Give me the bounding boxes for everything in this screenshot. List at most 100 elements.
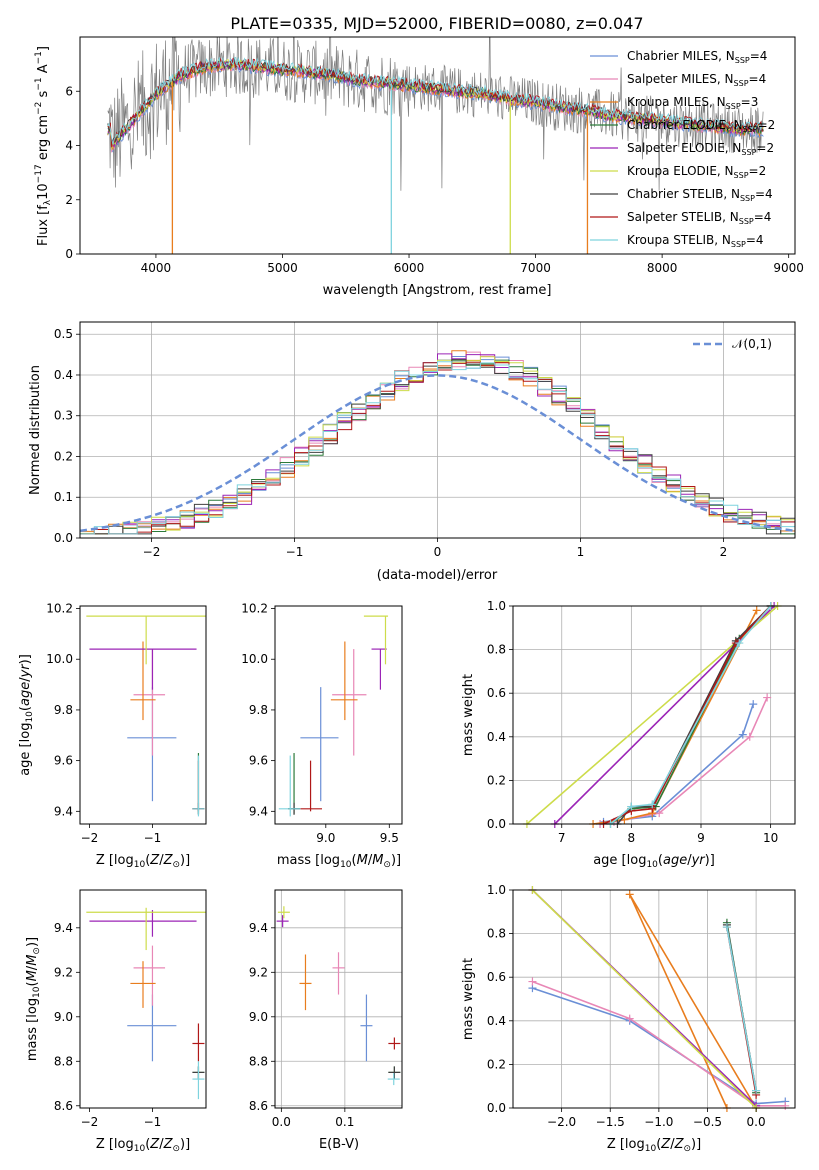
y-tick-label: 0 xyxy=(65,247,73,261)
mass-weight-vs-Z-panel: −2.0 −1.5 −1.0 −0.5 0.0 0.0 0.2 0.4 0.6 0.8 1.0 Z … xyxy=(461,883,796,1154)
mass-weight-marker xyxy=(745,732,754,741)
legend-label: Kroupa MILES, NSSP=3 xyxy=(627,95,758,111)
mass-weight-marker xyxy=(763,693,772,702)
y-tick-label: 1.0 xyxy=(487,883,506,897)
x-tick-label: −1 xyxy=(144,831,162,845)
x-tick-label: 0.0 xyxy=(272,1115,291,1129)
y-tick-label: 8.8 xyxy=(249,1054,268,1068)
x-tick-label: 6000 xyxy=(394,261,425,275)
mass-weight-vs-age-panel: 7 8 9 10 0.0 0.2 0.4 0.6 0.8 1.0 age [log10(age/y… xyxy=(461,599,796,870)
age-vs-mass-panel: 9.0 9.5 9.4 9.6 9.8 10.0 10.2 mass [log10(M/M⊙… xyxy=(241,602,403,870)
x-tick-label: 0.0 xyxy=(747,1115,766,1129)
mass-weight-vs-Z-ylabel: mass weight xyxy=(461,958,476,1040)
legend-label: Kroupa STELIB, NSSP=4 xyxy=(627,233,764,249)
legend-label: Chabrier MILES, NSSP=4 xyxy=(627,49,767,65)
y-tick-label: 10.0 xyxy=(241,652,268,666)
y-tick-label: 10.2 xyxy=(241,602,268,616)
mass-weight-marker xyxy=(625,890,634,899)
mass-weight-vs-age-xlabel: age [log10(age/yr)] xyxy=(593,853,715,870)
model-spectrum-8 xyxy=(107,56,764,145)
figure-title: PLATE=0335, MJD=52000, FIBERID=0080, z=0… xyxy=(230,14,643,33)
model-spectrum-0 xyxy=(107,63,764,153)
y-tick-label: 9.8 xyxy=(249,703,268,717)
y-tick-label: 0.2 xyxy=(487,1057,506,1071)
age-vs-Z-ylabel: age [log10(age/yr)] xyxy=(18,654,35,776)
y-tick-label: 9.2 xyxy=(249,965,268,979)
x-tick-label: 0 xyxy=(434,545,442,559)
x-tick-label: 8000 xyxy=(647,261,678,275)
age-vs-mass-frame xyxy=(274,605,403,825)
y-tick-label: 0.6 xyxy=(487,686,506,700)
x-tick-label: 0.1 xyxy=(335,1115,354,1129)
mass-weight-marker xyxy=(648,800,657,809)
legend-label: Salpeter MILES, NSSP=4 xyxy=(627,72,766,88)
y-tick-label: 9.4 xyxy=(54,804,73,818)
x-tick-label: 1 xyxy=(577,545,585,559)
y-tick-label: 0.4 xyxy=(487,1014,506,1028)
x-tick-label: −1 xyxy=(144,1115,162,1129)
residual-histogram-8 xyxy=(80,361,795,535)
spectrum-ylabel: Flux [fλ10−17 erg cm−2 s−1 A−1] xyxy=(34,46,53,246)
mass-weight-marker xyxy=(528,977,537,986)
mass-vs-EBV-xlabel: E(B-V) xyxy=(319,1137,359,1152)
x-tick-label: −2 xyxy=(143,545,161,559)
mass-weight-line-8 xyxy=(726,926,757,1091)
x-tick-label: −1.5 xyxy=(596,1115,625,1129)
x-tick-label: −0.5 xyxy=(693,1115,722,1129)
y-tick-label: 9.6 xyxy=(249,754,268,768)
x-tick-label: 7000 xyxy=(520,261,551,275)
x-tick-label: 9000 xyxy=(773,261,804,275)
y-tick-label: 9.6 xyxy=(54,754,73,768)
x-tick-label: 9.5 xyxy=(380,831,399,845)
y-tick-label: 0.4 xyxy=(487,730,506,744)
x-tick-label: 7 xyxy=(558,831,566,845)
mass-weight-line-5 xyxy=(531,889,757,1109)
y-tick-label: 2 xyxy=(65,193,73,207)
mass-weight-vs-Z-frame xyxy=(512,889,796,1109)
y-tick-label: 9.4 xyxy=(249,804,268,818)
y-tick-label: 10.2 xyxy=(46,602,73,616)
y-tick-label: 8.6 xyxy=(54,1099,73,1113)
y-tick-label: 9.4 xyxy=(249,921,268,935)
y-tick-label: 0.4 xyxy=(54,368,73,382)
x-tick-label: −2 xyxy=(81,1115,99,1129)
y-tick-label: 8.6 xyxy=(249,1099,268,1113)
mass-weight-marker xyxy=(625,1014,634,1023)
y-tick-label: 6 xyxy=(65,84,73,98)
age-vs-mass-xlabel: mass [log10(M/M⊙)] xyxy=(277,853,401,870)
y-tick-label: 0.8 xyxy=(487,927,506,941)
y-tick-label: 0.2 xyxy=(54,449,73,463)
mass-vs-Z-ylabel: mass [log10(M/M⊙)] xyxy=(25,937,42,1061)
mass-weight-marker xyxy=(752,606,761,615)
residuals-ylabel: Normed distribution xyxy=(28,365,43,495)
legend-label: Kroupa ELODIE, NSSP=2 xyxy=(627,164,766,180)
mass-vs-EBV-frame xyxy=(274,889,403,1109)
age-vs-Z-frame xyxy=(79,605,207,825)
y-tick-label: 9.0 xyxy=(249,1010,268,1024)
y-tick-label: 9.0 xyxy=(54,1010,73,1024)
residuals-panel: −2 −1 0 1 2 0.0 0.1 0.2 0.3 0.4 0.5 (data-model)/e… xyxy=(28,321,796,583)
residuals-xlabel: (data-model)/error xyxy=(377,568,498,583)
x-tick-label: 9.0 xyxy=(316,831,335,845)
mass-vs-EBV-panel: 0.0 0.1 8.6 8.8 9.0 9.2 9.4 E(B-V) xyxy=(249,889,403,1152)
x-tick-label: 2 xyxy=(720,545,728,559)
mass-weight-line-1 xyxy=(532,980,786,1107)
mass-vs-Z-xlabel: Z [log10(Z/Z⊙)] xyxy=(96,1137,190,1154)
y-tick-label: 10.0 xyxy=(46,652,73,666)
x-tick-label: −1 xyxy=(286,545,304,559)
mass-weight-vs-age-ylabel: mass weight xyxy=(461,674,476,756)
spectrum-panel: 4000 5000 6000 7000 8000 9000 0 2 4 6 wavelength … xyxy=(34,36,804,298)
y-tick-label: 0.3 xyxy=(54,409,73,423)
y-tick-label: 0.8 xyxy=(487,643,506,657)
mass-weight-vs-Z-xlabel: Z [log10(Z/Z⊙)] xyxy=(607,1137,701,1154)
mass-weight-marker xyxy=(722,923,731,932)
mass-weight-marker xyxy=(749,700,758,709)
y-tick-label: 0.0 xyxy=(487,1101,506,1115)
x-tick-label: −1.0 xyxy=(644,1115,673,1129)
x-tick-label: 4000 xyxy=(141,261,172,275)
mass-weight-marker xyxy=(627,802,636,811)
legend-label: Salpeter ELODIE, NSSP=2 xyxy=(627,141,774,157)
spectrum-legend: Chabrier MILES, NSSP=4 Salpeter MILES, NS… xyxy=(590,49,775,249)
y-tick-label: 0.5 xyxy=(54,327,73,341)
